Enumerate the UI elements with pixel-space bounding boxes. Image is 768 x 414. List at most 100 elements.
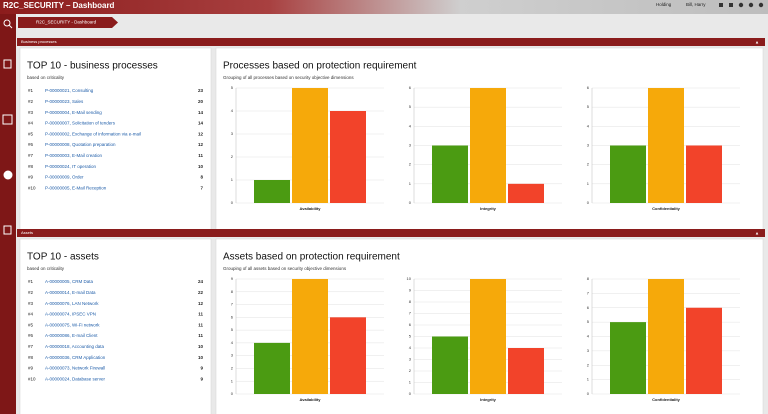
- icon[interactable]: [719, 3, 723, 7]
- item-link[interactable]: A-00000074, IPSEC VPN: [45, 312, 96, 317]
- icon[interactable]: [729, 3, 733, 7]
- item-link[interactable]: A-00000005, CRM Data: [45, 279, 94, 284]
- rank: #5: [28, 131, 34, 136]
- card-title: TOP 10 - assets: [27, 252, 99, 263]
- icon[interactable]: [758, 2, 764, 8]
- y-tick-label: 6: [409, 85, 412, 90]
- y-tick-label: 0: [587, 200, 590, 205]
- table-icon[interactable]: [2, 114, 13, 125]
- item-link[interactable]: P-00000009, Order: [45, 175, 84, 180]
- item-link[interactable]: A-00000024, Database server: [45, 376, 106, 381]
- item-link[interactable]: P-00000023, Sales: [45, 99, 84, 104]
- item-link[interactable]: P-00000007, Solicitation of tenders: [45, 121, 116, 126]
- y-tick-label: 0: [409, 200, 412, 205]
- y-tick-label: 1: [587, 377, 590, 382]
- tenant-selector[interactable]: Holding: [656, 2, 672, 7]
- bar: [470, 88, 506, 203]
- card-title: TOP 10 - business processes: [27, 61, 158, 72]
- item-link[interactable]: P-00000008, Quotation preparation: [45, 142, 116, 147]
- bar: [292, 88, 328, 203]
- y-tick-label: 6: [231, 314, 234, 319]
- item-score: 8: [200, 175, 203, 180]
- y-tick-label: 6: [409, 322, 412, 327]
- item-score: 9: [200, 366, 203, 371]
- collapse-icon[interactable]: ▴: [756, 39, 759, 45]
- rank: #7: [28, 344, 34, 349]
- icon[interactable]: [748, 2, 754, 8]
- item-link[interactable]: A-00000075, Wi-Fi network: [45, 322, 100, 327]
- item-score: 12: [198, 301, 204, 306]
- item-link[interactable]: P-00000021, Consulting: [45, 88, 94, 93]
- card-title: Processes based on protection requiremen…: [223, 61, 417, 72]
- bar: [610, 145, 646, 203]
- y-tick-label: 9: [409, 288, 412, 293]
- top10-card: [19, 238, 212, 414]
- search-icon[interactable]: [3, 19, 11, 27]
- x-axis-label: Confidentiality: [652, 397, 681, 402]
- bar: [470, 279, 506, 394]
- item-link[interactable]: A-00000073, Network Firewall: [45, 366, 105, 371]
- rank: #8: [28, 355, 34, 360]
- y-tick-label: 8: [409, 299, 412, 304]
- y-tick-label: 0: [231, 200, 234, 205]
- chart-icon[interactable]: [3, 170, 13, 180]
- bar: [432, 145, 468, 203]
- y-tick-label: 3: [409, 357, 412, 362]
- rank: #7: [28, 153, 34, 158]
- rank: #6: [28, 333, 34, 338]
- x-axis-label: Integrity: [480, 206, 497, 211]
- breadcrumb-text[interactable]: R2C_SECURITY - Dashboard: [36, 20, 97, 25]
- y-tick-label: 4: [587, 334, 590, 339]
- item-score: 11: [198, 312, 203, 317]
- icon[interactable]: [738, 2, 744, 8]
- y-tick-label: 7: [231, 302, 234, 307]
- item-link[interactable]: P-00000004, E-Mail sending: [45, 110, 102, 115]
- y-tick-label: 1: [587, 181, 590, 186]
- card-title: Assets based on protection requirement: [223, 252, 400, 263]
- item-link[interactable]: A-00000014, E-mail Data: [45, 290, 96, 295]
- bar: [254, 342, 290, 394]
- y-tick-label: 7: [587, 290, 590, 295]
- y-tick-label: 0: [587, 391, 590, 396]
- item-score: 24: [198, 279, 204, 284]
- y-tick-label: 2: [231, 366, 234, 371]
- rank: #2: [28, 99, 34, 104]
- rank: #9: [28, 175, 34, 180]
- item-score: 9: [200, 376, 203, 381]
- bar: [330, 317, 366, 394]
- card-subtitle: Grouping of all assets based on security…: [223, 266, 347, 271]
- y-tick-label: 8: [231, 289, 234, 294]
- app-title: R2C_SECURITY – Dashboard: [3, 1, 115, 10]
- y-tick-label: 4: [409, 123, 412, 128]
- content: Business processes ▴ TOP 10 - business pro…: [17, 38, 765, 414]
- y-tick-label: 2: [409, 162, 412, 167]
- card-subtitle: Grouping of all processes based on secur…: [223, 75, 354, 80]
- y-tick-label: 5: [587, 104, 590, 109]
- edit-icon[interactable]: [3, 59, 12, 69]
- top-bar: [0, 0, 768, 14]
- item-score: 12: [198, 142, 204, 147]
- item-score: 14: [198, 110, 204, 115]
- y-tick-label: 7: [409, 311, 412, 316]
- collapse-icon[interactable]: ▴: [756, 230, 759, 236]
- y-tick-label: 3: [409, 143, 412, 148]
- item-score: 7: [200, 185, 203, 190]
- item-link[interactable]: P-00000005, E-Mail Reception: [45, 185, 107, 190]
- section-header: [17, 229, 765, 237]
- y-tick-label: 3: [231, 131, 234, 136]
- section-header: [17, 38, 765, 46]
- item-link[interactable]: P-00000002, Exchange of information via …: [45, 131, 141, 136]
- item-link[interactable]: A-00000018, Accounting data: [45, 344, 105, 349]
- item-link[interactable]: A-00000076, LAN Network: [45, 301, 99, 306]
- doc-icon[interactable]: [3, 225, 12, 235]
- item-link[interactable]: P-00000024, IT operation: [45, 164, 96, 169]
- item-link[interactable]: P-00000003, E-Mail creation: [45, 153, 103, 158]
- user-menu[interactable]: Bill, Harry: [686, 2, 706, 7]
- item-link[interactable]: A-00000036, CRM Application: [45, 355, 106, 360]
- y-tick-label: 0: [231, 391, 234, 396]
- item-link[interactable]: A-00000086, E-mail Client: [45, 333, 98, 338]
- section-label: Assets: [21, 230, 33, 235]
- y-tick-label: 5: [231, 85, 234, 90]
- rank: #3: [28, 301, 34, 306]
- rank: #6: [28, 142, 34, 147]
